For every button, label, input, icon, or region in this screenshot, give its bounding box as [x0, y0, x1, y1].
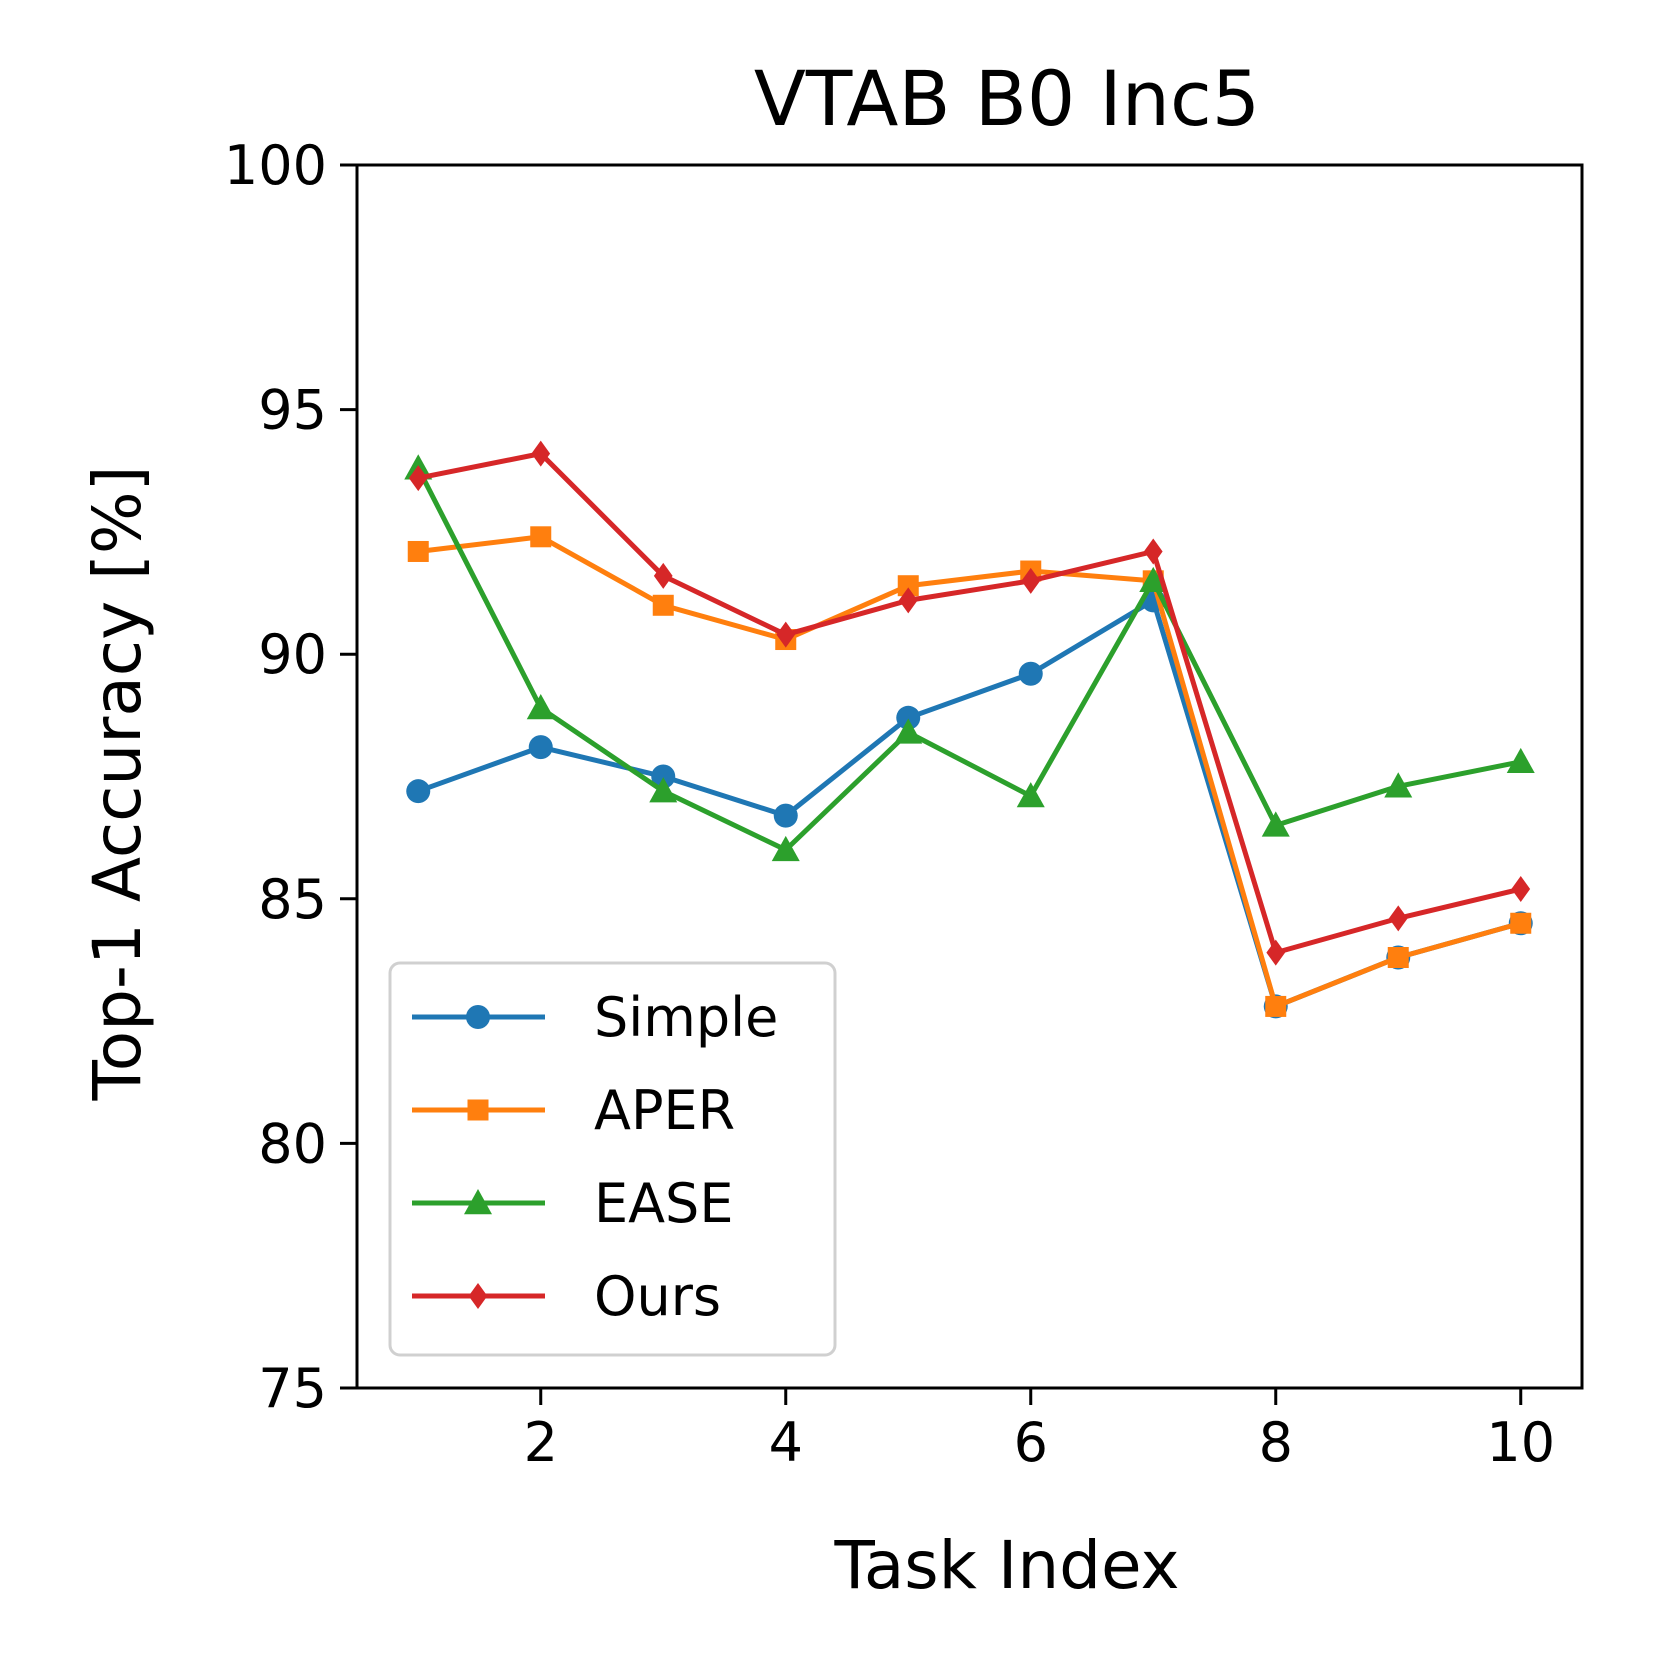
ease-point-2 [526, 694, 555, 720]
plot-area: 2 4 6 8 10 75 80 85 90 95 100 [224, 134, 1584, 1474]
aper-point-3 [652, 594, 674, 616]
y-tick-label-95: 95 [258, 379, 327, 442]
aper-point-10 [1510, 912, 1532, 934]
ease-point-5 [894, 718, 923, 744]
simple-point-3 [651, 764, 676, 789]
series-ease [404, 454, 1535, 862]
ease-point-6 [1016, 782, 1045, 808]
simple-point-5 [896, 705, 921, 730]
y-tick-label-75: 75 [258, 1357, 327, 1420]
x-axis-title: Task Index [833, 1527, 1179, 1604]
aper-point-2 [530, 526, 552, 548]
simple-line [415, 597, 1524, 1009]
y-axis: 75 80 85 90 95 100 [224, 134, 357, 1420]
legend-item-simple: Simple [412, 986, 778, 1049]
y-tick-label-90: 90 [258, 623, 327, 686]
ours-point-9 [1388, 905, 1408, 932]
ease-line [415, 465, 1524, 853]
aper-point-9 [1387, 947, 1409, 969]
ease-point-4 [771, 835, 800, 862]
y-tick-label-100: 100 [224, 134, 327, 197]
simple-point-2 [528, 735, 553, 760]
x-tick-label-10: 10 [1486, 1411, 1555, 1474]
legend-item-aper: APER [412, 1079, 735, 1142]
legend-label-ours: Ours [594, 1265, 721, 1328]
simple-point-6 [1018, 661, 1043, 686]
ease-point-8 [1261, 811, 1290, 837]
legend-label-ease: EASE [594, 1172, 733, 1235]
ours-point-5 [898, 587, 918, 614]
ours-point-6 [1021, 567, 1041, 594]
x-tick-label-8: 8 [1259, 1411, 1293, 1474]
legend-item-ours: Ours [412, 1265, 721, 1328]
ours-point-4 [776, 621, 796, 648]
aper-point-5 [897, 575, 919, 597]
ours-point-7 [1143, 538, 1163, 565]
ours-line [415, 451, 1524, 956]
legend-marker-aper [467, 1099, 489, 1121]
series-ours [408, 440, 1531, 966]
ours-point-8 [1266, 939, 1286, 966]
aper-point-1 [407, 540, 429, 562]
simple-point-1 [406, 779, 431, 804]
legend-label-simple: Simple [594, 986, 778, 1049]
x-axis: 2 4 6 8 10 [524, 1388, 1555, 1474]
ease-point-7 [1139, 566, 1168, 593]
ours-point-3 [653, 562, 673, 589]
legend-marker-simple [466, 1005, 490, 1029]
ours-point-2 [531, 440, 551, 467]
legend-item-ease: EASE [412, 1172, 733, 1235]
legend-label-aper: APER [594, 1079, 735, 1142]
ours-point-1 [408, 465, 428, 492]
axes-frame [355, 163, 1584, 1390]
y-tick-label-80: 80 [258, 1112, 327, 1175]
ease-point-9 [1384, 772, 1413, 798]
aper-point-8 [1265, 995, 1287, 1017]
ease-point-10 [1506, 747, 1535, 774]
ours-point-10 [1511, 876, 1531, 903]
legend: Simple APER EASE Ours [388, 961, 837, 1357]
simple-point-4 [773, 803, 798, 828]
series-aper [407, 526, 1532, 1017]
legend-box [388, 961, 837, 1357]
legend-marker-ease [464, 1189, 492, 1215]
x-tick-label-6: 6 [1014, 1411, 1048, 1474]
y-tick-label-85: 85 [258, 868, 327, 931]
y-axis-title: Top-1 Accuracy [%] [79, 466, 156, 1102]
aper-line [415, 534, 1524, 1009]
legend-marker-ours [468, 1283, 488, 1309]
x-tick-label-4: 4 [769, 1411, 803, 1474]
series-simple [406, 588, 1533, 1019]
x-tick-label-2: 2 [524, 1411, 558, 1474]
ease-point-3 [649, 777, 678, 803]
chart-title: VTAB B0 Inc5 [754, 54, 1260, 143]
